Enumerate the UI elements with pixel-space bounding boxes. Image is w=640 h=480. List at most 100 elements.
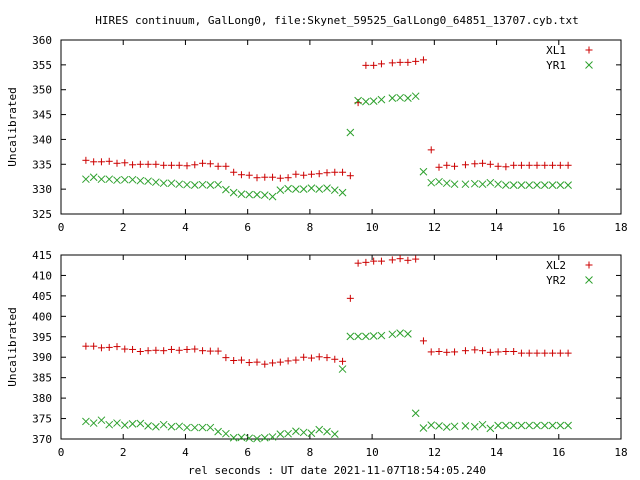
data-point-yr1 [330,186,339,194]
data-point-xl1 [230,168,238,176]
data-point-xl2 [346,294,354,302]
data-point-yr2 [260,433,269,442]
data-point-xl1 [479,159,487,167]
top-y-tick-label: 340 [32,133,52,146]
data-point-yr1 [82,175,90,184]
data-point-xl1 [370,61,378,69]
data-point-xl1 [362,61,370,69]
data-point-xl2 [136,347,144,355]
data-point-yr2 [450,422,459,431]
data-point-yr2 [404,330,412,338]
data-point-xl2 [427,348,435,356]
data-point-yr1 [284,184,292,193]
data-point-xl1 [237,171,245,179]
data-point-yr1 [229,188,238,197]
data-point-xl1 [284,174,292,182]
data-point-xl1 [377,60,385,68]
data-point-yr1 [369,97,378,106]
data-point-xl2 [354,259,362,267]
top-x-tick-label: 18 [614,221,627,234]
data-point-yr2 [435,422,443,430]
data-point-yr2 [299,428,308,437]
top-x-tick-label: 8 [307,221,314,234]
data-point-yr1 [97,175,106,184]
data-point-yr1 [206,181,215,190]
data-point-xl2 [331,355,339,363]
data-point-xl2 [191,345,199,353]
data-point-yr1 [548,181,557,190]
data-point-xl1 [206,160,214,168]
data-point-yr2 [183,423,191,432]
data-point-xl1 [443,161,451,169]
data-point-yr2 [175,422,184,431]
data-point-xl1 [525,161,533,169]
data-point-yr1 [105,175,114,184]
bottom-x-tick-label: 18 [614,446,627,459]
bottom-legend-label-xl2: XL2 [546,259,566,272]
top-series-yr1 [82,92,572,201]
data-point-yr2 [556,421,565,430]
data-point-xl2 [222,354,230,362]
data-point-yr1 [478,180,487,189]
data-point-yr2 [245,434,254,443]
data-point-xl2 [556,349,564,357]
data-point-yr1 [540,181,549,190]
bottom-y-tick-label: 370 [32,433,52,446]
data-point-xl1 [556,161,564,169]
data-point-yr2 [517,421,526,430]
data-point-yr2 [427,421,436,429]
data-point-yr2 [144,422,152,430]
data-point-xl1 [129,161,137,169]
data-point-xl2 [339,357,347,365]
data-point-yr2 [354,332,362,341]
data-point-yr1 [517,181,526,190]
data-point-yr2 [198,423,207,432]
data-point-yr2 [120,421,129,429]
data-point-xl2 [525,349,533,357]
data-point-xl1 [167,161,175,169]
data-point-xl2 [237,356,245,364]
data-point-yr1 [214,180,222,189]
data-point-xl2 [160,347,168,355]
bottom-x-tick-label: 6 [244,446,251,459]
data-point-yr1 [152,178,160,187]
data-point-xl1 [160,161,168,169]
data-point-xl1 [323,169,331,177]
data-point-yr1 [564,181,572,190]
data-point-yr2 [540,421,549,430]
data-point-yr1 [253,190,261,199]
data-point-yr1 [411,92,420,101]
data-point-xl2 [461,347,469,355]
bottom-y-tick-label: 380 [32,392,52,405]
data-point-yr2 [113,419,121,427]
data-point-xl1 [136,160,144,168]
data-point-xl2 [206,347,214,355]
data-point-yr2 [206,423,215,432]
data-point-yr2 [509,421,518,430]
x-axis-label: rel seconds : UT date 2021-11-07T18:54:0… [188,464,486,477]
data-point-yr2 [330,430,339,438]
data-point-yr2 [89,419,98,427]
data-point-xl2 [121,345,129,353]
data-point-yr2 [268,433,277,441]
data-point-xl2 [419,337,427,345]
data-point-xl2 [307,354,315,362]
data-point-yr1 [120,175,129,184]
data-point-xl1 [486,160,494,168]
data-point-xl2 [486,348,494,356]
top-plot-frame [60,39,622,215]
data-point-xl1 [315,170,323,178]
data-point-xl1 [276,174,284,182]
top-series-xl1 [82,56,572,182]
data-point-yr1 [338,188,347,197]
data-point-yr1 [198,180,207,189]
data-point-xl2 [284,357,292,365]
data-point-xl2 [315,353,323,361]
data-point-xl2 [471,346,479,354]
top-y-tick-label: 330 [32,183,52,196]
data-point-yr2 [494,421,502,430]
data-point-yr1 [362,97,370,106]
bottom-x-tick-label: 14 [490,446,504,459]
data-point-xl2 [541,349,549,357]
top-legend-marker-yr1 [585,61,593,69]
